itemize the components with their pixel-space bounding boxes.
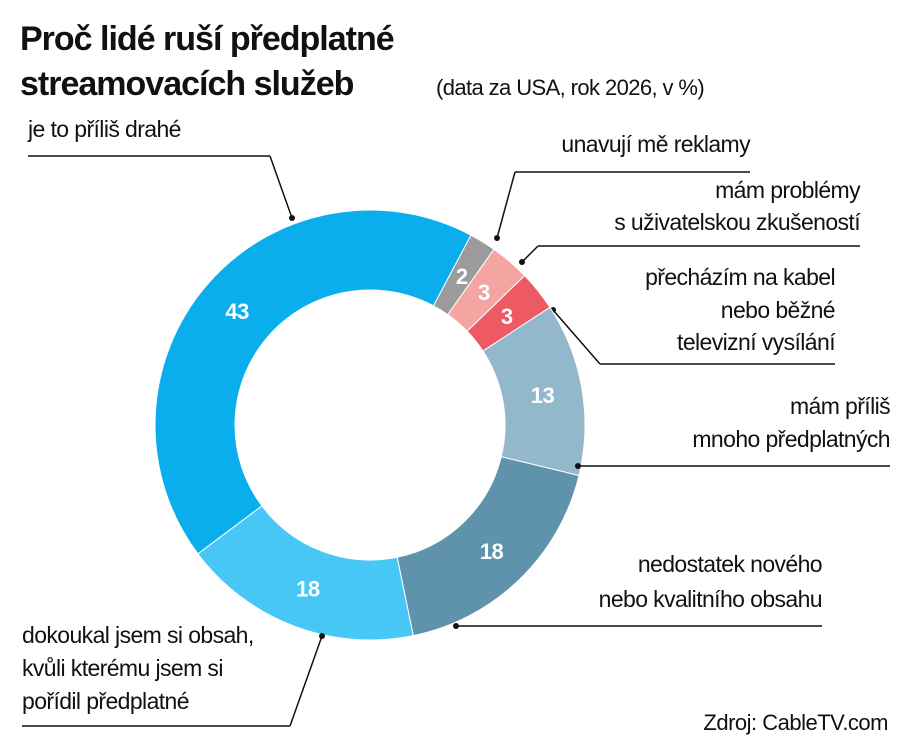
leader-dot: [494, 235, 500, 241]
leader-line: [496, 171, 516, 239]
leader-dot: [319, 633, 325, 639]
category-label: televizní vysílání: [677, 329, 836, 355]
chart-title: streamovacích služeb: [20, 65, 354, 103]
category-label: přecházím na kabel: [645, 264, 835, 290]
source: Zdroj: CableTV.com: [703, 710, 888, 735]
value-label: 13: [531, 383, 555, 408]
leader-line: [269, 155, 293, 219]
category-label: s uživatelskou zkušeností: [614, 209, 861, 235]
leader-line: [521, 245, 539, 263]
category-label: pořídil předplatné: [22, 688, 189, 714]
category-label: unavují mě reklamy: [561, 131, 751, 157]
category-label: mám problémy: [715, 177, 861, 203]
chart-subtitle: (data za USA, rok 2026, v %): [436, 75, 704, 100]
leader-dot: [289, 215, 295, 221]
chart-title: Proč lidé ruší předplatné: [20, 20, 394, 58]
leader-dot: [575, 463, 581, 469]
donut-segment: [154, 209, 472, 555]
category-label: kvůli kterému jsem si: [22, 655, 223, 681]
category-label: nebo běžné: [721, 297, 835, 323]
category-label: mám příliš: [790, 393, 890, 419]
value-label: 18: [480, 539, 504, 564]
value-label: 43: [225, 299, 249, 324]
leader-line: [289, 635, 323, 727]
leader-dot: [453, 623, 459, 629]
leader-dot: [519, 259, 525, 265]
category-label: nedostatek nového: [638, 551, 822, 577]
category-label: mnoho předplatných: [692, 426, 890, 452]
category-label: je to příliš drahé: [27, 116, 181, 142]
category-label: nebo kvalitního obsahu: [599, 586, 822, 612]
category-label: dokoukal jsem si obsah,: [22, 622, 254, 648]
value-label: 3: [478, 280, 490, 305]
value-label: 18: [296, 577, 320, 602]
value-label: 2: [456, 264, 468, 289]
leader-line: [552, 309, 601, 365]
value-label: 3: [501, 304, 513, 329]
